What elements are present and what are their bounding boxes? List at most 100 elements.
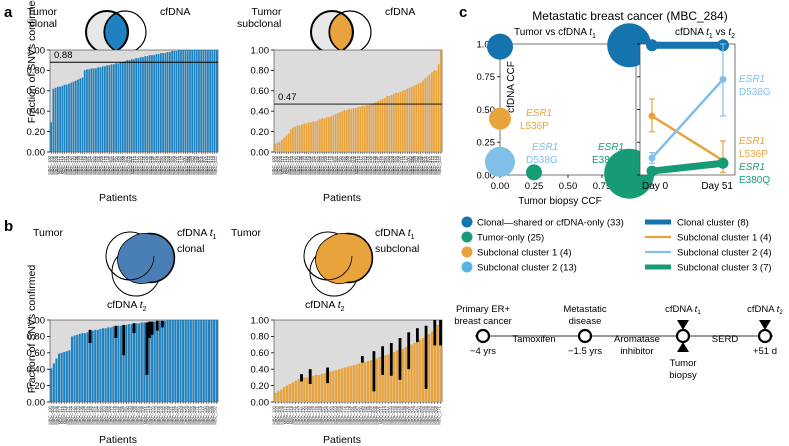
svg-text:MBC_268: MBC_268 [192,405,197,424]
svg-text:MBC_184: MBC_184 [110,155,115,174]
svg-text:MBC_241: MBC_241 [169,405,174,424]
svg-text:Clonal cluster (8): Clonal cluster (8) [677,218,749,229]
svg-text:MBC_118: MBC_118 [61,155,66,174]
svg-text:MBC_214: MBC_214 [146,405,151,424]
svg-text:E380Q: E380Q [739,175,770,186]
svg-text:MBC_172: MBC_172 [325,155,330,174]
svg-text:MBC_160: MBC_160 [329,405,334,424]
svg-text:MBC_292: MBC_292 [213,405,218,424]
svg-text:MBC_211: MBC_211 [143,405,148,424]
svg-text:MBC_265: MBC_265 [170,155,175,174]
panel-b-left-xlabel: Patients [99,434,137,446]
svg-text:MBC_286: MBC_286 [208,405,213,424]
svg-text:MBC_121: MBC_121 [65,405,70,424]
svg-text:0.50: 0.50 [477,105,496,116]
svg-text:0.20: 0.20 [251,381,270,392]
svg-text:MBC_205: MBC_205 [373,405,378,424]
svg-text:MBC_193: MBC_193 [117,155,122,174]
panel-c-scatter-subtitle: Tumor vs cfDNA t1 [514,27,596,40]
svg-text:cfDNA t1: cfDNA t1 [665,304,701,316]
svg-text:MBC_154: MBC_154 [94,405,99,424]
svg-text:MBC_199: MBC_199 [367,405,372,424]
svg-text:MBC_124: MBC_124 [68,405,73,424]
svg-text:MBC_172: MBC_172 [341,405,346,424]
svg-text:MBC_187: MBC_187 [355,405,360,424]
svg-text:MBC_250: MBC_250 [416,405,421,424]
svg-text:MBC_103: MBC_103 [50,405,55,424]
panel-b-right-xlabel: Patients [323,434,361,446]
chart-panel-c-lines: Day 0 Day 51 ESR1 D538G ESR1 L536P ESR1 E380Q [630,39,789,215]
svg-text:0.20: 0.20 [27,381,46,392]
venn-a-left-label: Tumor clonal [27,6,57,30]
svg-text:MBC_142: MBC_142 [78,155,83,174]
svg-text:MBC_103: MBC_103 [273,155,278,174]
svg-text:MBC_238: MBC_238 [405,405,410,424]
svg-text:Metastatic: Metastatic [563,304,607,315]
svg-text:MBC_286: MBC_286 [410,155,415,174]
svg-text:MBC_121: MBC_121 [63,155,68,174]
svg-text:MBC_283: MBC_283 [205,405,210,424]
svg-text:MBC_187: MBC_187 [122,405,127,424]
svg-text:MBC_178: MBC_178 [347,405,352,424]
svg-text:MBC_232: MBC_232 [146,155,151,174]
svg-text:0.88: 0.88 [54,50,73,61]
svg-text:MBC_139: MBC_139 [81,405,86,424]
svg-text:MBC_295: MBC_295 [193,155,198,174]
svg-text:MBC_103: MBC_103 [49,155,54,174]
svg-text:MBC_256: MBC_256 [422,405,427,424]
svg-text:MBC_244: MBC_244 [379,155,384,174]
svg-text:MBC_256: MBC_256 [388,155,393,174]
svg-text:MBC_289: MBC_289 [188,155,193,174]
svg-text:MBC_229: MBC_229 [396,405,401,424]
svg-text:MBC_136: MBC_136 [74,155,79,174]
svg-text:MBC_124: MBC_124 [65,155,70,174]
panel-c-scatter-ylabel: cfDNA CCF [506,61,517,113]
svg-text:MBC_166: MBC_166 [104,405,109,424]
svg-text:MBC_262: MBC_262 [168,155,173,174]
svg-text:MBC_190: MBC_190 [114,155,119,174]
svg-text:MBC_181: MBC_181 [108,155,113,174]
svg-text:MBC_265: MBC_265 [394,155,399,174]
svg-text:MBC_166: MBC_166 [320,155,325,174]
venn-a-left-right-label: cfDNA [160,6,191,18]
svg-text:MBC_199: MBC_199 [133,405,138,424]
svg-text:MBC_214: MBC_214 [356,155,361,174]
svg-text:MBC_208: MBC_208 [352,155,357,174]
svg-text:MBC_169: MBC_169 [107,405,112,424]
svg-text:MBC_154: MBC_154 [324,405,329,424]
svg-text:MBC_316: MBC_316 [208,155,213,174]
svg-text:MBC_244: MBC_244 [410,405,415,424]
svg-text:MBC_106: MBC_106 [52,405,57,424]
svg-text:MBC_196: MBC_196 [119,155,124,174]
svg-text:MBC_205: MBC_205 [350,155,355,174]
svg-text:1.00: 1.00 [27,315,46,326]
svg-text:MBC_244: MBC_244 [171,405,176,424]
svg-text:0.25: 0.25 [525,181,544,192]
svg-text:MBC_193: MBC_193 [127,405,132,424]
svg-text:MBC_142: MBC_142 [83,405,88,424]
svg-text:MBC_271: MBC_271 [437,405,442,424]
svg-text:MBC_313: MBC_313 [206,155,211,174]
svg-text:MBC_277: MBC_277 [179,155,184,174]
svg-text:MBC_271: MBC_271 [195,405,200,424]
svg-text:MBC_181: MBC_181 [117,405,122,424]
svg-text:0.60: 0.60 [27,86,46,97]
venn-b-left [92,226,202,301]
svg-text:MBC_178: MBC_178 [114,405,119,424]
svg-text:MBC_229: MBC_229 [367,155,372,174]
panel-c-legend-dots: Clonal—shared or cfDNA-only (33) Tumor-on… [460,214,660,276]
panel-b-letter: b [4,218,14,235]
panel-a-left-xlabel: Patients [99,192,137,204]
svg-text:MBC_247: MBC_247 [174,405,179,424]
svg-text:MBC_247: MBC_247 [413,405,418,424]
venn-b-left-cfdna2-label: cfDNA t2 [107,299,147,314]
svg-text:MBC_259: MBC_259 [390,155,395,174]
svg-text:MBC_190: MBC_190 [358,405,363,424]
svg-text:MBC_175: MBC_175 [344,405,349,424]
svg-text:MBC_169: MBC_169 [99,155,104,174]
svg-text:MBC_316: MBC_316 [432,155,437,174]
svg-text:L536P: L536P [739,149,768,160]
svg-text:1.00: 1.00 [251,45,270,56]
svg-text:MBC_205: MBC_205 [126,155,131,174]
svg-text:MBC_112: MBC_112 [283,405,288,424]
